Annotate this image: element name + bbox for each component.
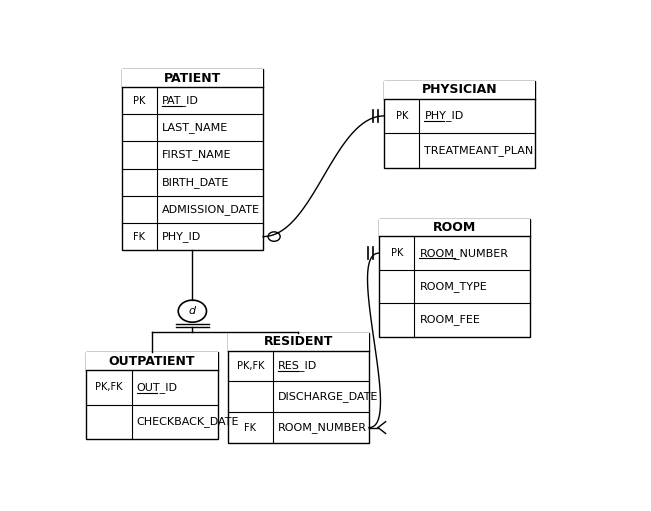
Text: FIRST_NAME: FIRST_NAME (162, 150, 232, 160)
Text: ROOM_NUMBER: ROOM_NUMBER (278, 422, 367, 433)
Text: ROOM_TYPE: ROOM_TYPE (419, 281, 487, 292)
Text: TREATMEANT_PLAN: TREATMEANT_PLAN (424, 145, 534, 156)
Bar (87, 353, 217, 439)
Bar (122, 69, 263, 250)
Text: DISCHARGE_DATE: DISCHARGE_DATE (278, 391, 378, 402)
Text: PHYSICIAN: PHYSICIAN (422, 83, 497, 97)
Text: RES_ID: RES_ID (278, 360, 318, 371)
Text: PK: PK (133, 96, 146, 105)
Text: ADMISSION_DATE: ADMISSION_DATE (162, 204, 260, 215)
Text: PHY_ID: PHY_ID (162, 231, 201, 242)
Text: OUT_ID: OUT_ID (137, 382, 178, 393)
Text: ROOM_NUMBER: ROOM_NUMBER (419, 248, 508, 259)
Text: PHY_ID: PHY_ID (424, 110, 464, 122)
Text: ROOM_FEE: ROOM_FEE (419, 315, 480, 326)
Text: FK: FK (133, 231, 145, 242)
Text: BIRTH_DATE: BIRTH_DATE (162, 177, 229, 188)
Text: ROOM: ROOM (433, 221, 477, 234)
Text: FK: FK (244, 423, 256, 433)
Bar (379, 219, 531, 337)
Bar (228, 333, 369, 443)
Text: PAT_ID: PAT_ID (162, 95, 199, 106)
Text: PATIENT: PATIENT (164, 72, 221, 84)
Bar (228, 333, 369, 351)
Bar (87, 353, 217, 370)
Text: OUTPATIENT: OUTPATIENT (109, 355, 195, 368)
Bar (122, 69, 263, 87)
Text: RESIDENT: RESIDENT (264, 335, 333, 348)
Text: CHECKBACK_DATE: CHECKBACK_DATE (137, 416, 240, 427)
Bar (384, 81, 535, 99)
Text: PK,FK: PK,FK (96, 382, 123, 392)
Bar (384, 81, 535, 168)
Bar (379, 219, 531, 237)
Text: d: d (189, 306, 196, 316)
Text: PK: PK (391, 248, 403, 258)
Text: PK,FK: PK,FK (237, 361, 264, 371)
Text: LAST_NAME: LAST_NAME (162, 122, 229, 133)
Text: PK: PK (396, 111, 408, 121)
